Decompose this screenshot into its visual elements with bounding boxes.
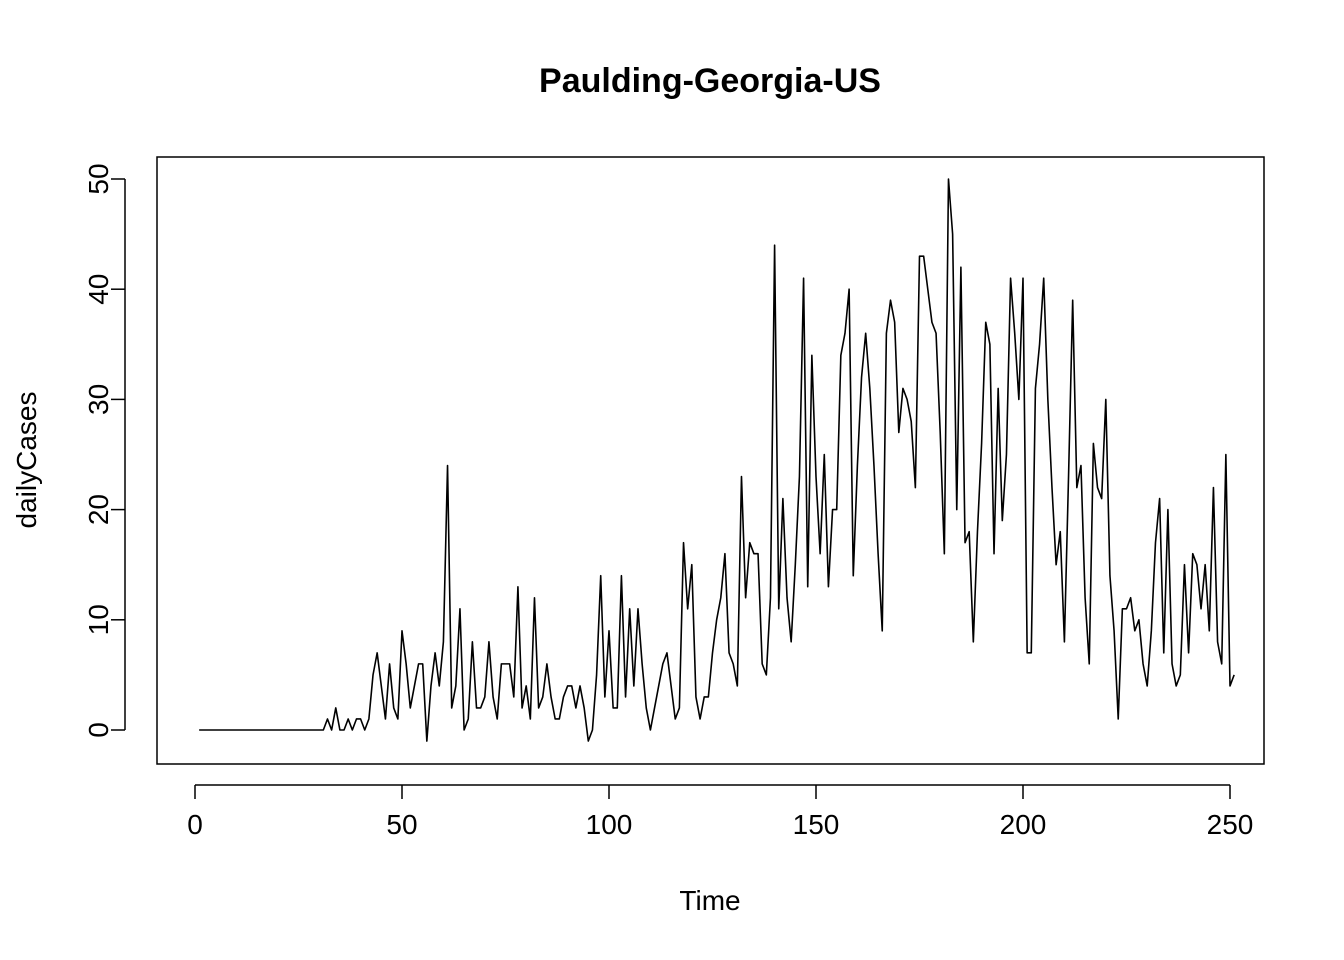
x-tick-label: 200 [1000, 809, 1047, 840]
y-tick-label: 30 [83, 384, 114, 415]
x-tick-label: 100 [586, 809, 633, 840]
x-axis: 0 50 100 150 200 250 [187, 784, 1254, 840]
x-tick-label: 50 [386, 809, 417, 840]
y-axis: 0 10 20 30 40 50 [83, 163, 126, 738]
plot-frame [156, 156, 1265, 765]
y-tick-label: 0 [83, 722, 114, 738]
x-axis-label: Time [679, 885, 740, 916]
series-line [199, 178, 1235, 742]
chart-title: Paulding-Georgia-US [539, 62, 881, 100]
y-axis-label: dailyCases [11, 392, 42, 529]
y-tick-label: 40 [83, 274, 114, 305]
x-tick-label: 150 [793, 809, 840, 840]
y-tick-label: 20 [83, 494, 114, 525]
y-tick-label: 10 [83, 604, 114, 635]
x-tick-label: 0 [187, 809, 203, 840]
x-tick-label: 250 [1207, 809, 1254, 840]
y-tick-label: 50 [83, 163, 114, 194]
